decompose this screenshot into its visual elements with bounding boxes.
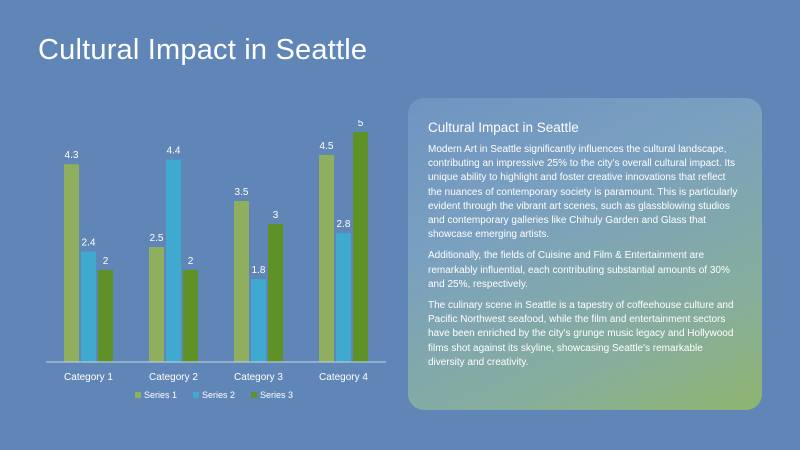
data-label-4-series-2: 2.8: [337, 219, 351, 230]
x-tick-label-4: Category 4: [319, 372, 368, 383]
bars-group: [64, 132, 368, 362]
data-label-4-series-1: 4.5: [320, 141, 334, 152]
slide-title: Cultural Impact in Seattle: [38, 34, 368, 66]
x-tick-labels-group: Category 1 Category 2 Category 3 Category 4: [64, 372, 368, 383]
data-label-2-series-2: 4.4: [167, 146, 181, 157]
description-panel: Cultural Impact in Seattle Modern Art in…: [408, 98, 762, 410]
legend-swatch-series-1: [135, 392, 141, 398]
panel-paragraph-1: Modern Art in Seattle significantly infl…: [428, 144, 738, 241]
bar-4-series-1: [319, 155, 334, 362]
bar-2-series-1: [149, 247, 164, 362]
data-label-3-series-1: 3.5: [235, 187, 249, 198]
bar-4-series-2: [336, 233, 351, 362]
data-label-3-series-3: 3: [273, 210, 279, 221]
panel-title: Cultural Impact in Seattle: [428, 120, 579, 135]
data-label-4-series-3: 5: [358, 120, 364, 129]
data-label-3-series-2: 1.8: [252, 265, 266, 276]
data-label-1-series-1: 4.3: [65, 150, 79, 161]
x-tick-label-2: Category 2: [149, 372, 198, 383]
data-label-1-series-3: 2: [103, 256, 109, 267]
data-label-2-series-1: 2.5: [150, 233, 164, 244]
legend-swatch-series-3: [251, 392, 257, 398]
bar-3-series-3: [268, 224, 283, 362]
bar-1-series-2: [81, 251, 96, 362]
data-labels-group: 4.3 2.4 2 2.5 4.4 2 3.5 1.8 3 4.5 2.8 5: [65, 120, 364, 276]
panel-paragraph-3: The culinary scene in Seattle is a tapes…: [428, 300, 734, 368]
bar-1-series-1: [64, 164, 79, 362]
bar-4-series-3: [353, 132, 368, 362]
panel-paragraph-2: Additionally, the fields of Cuisine and …: [428, 250, 730, 290]
bar-3-series-1: [234, 201, 249, 362]
legend-swatch-series-2: [193, 392, 199, 398]
x-tick-label-1: Category 1: [64, 372, 113, 383]
data-label-1-series-2: 2.4: [82, 238, 96, 249]
bar-2-series-2: [166, 159, 181, 362]
bar-1-series-3: [98, 270, 113, 362]
bar-3-series-2: [251, 279, 266, 362]
legend: Series 1 Series 2 Series 3: [135, 390, 293, 400]
bar-2-series-3: [183, 270, 198, 362]
legend-label-series-1: Series 1: [144, 390, 177, 400]
x-tick-label-3: Category 3: [234, 372, 283, 383]
legend-label-series-3: Series 3: [260, 390, 293, 400]
legend-label-series-2: Series 2: [202, 390, 235, 400]
data-label-2-series-3: 2: [188, 256, 194, 267]
